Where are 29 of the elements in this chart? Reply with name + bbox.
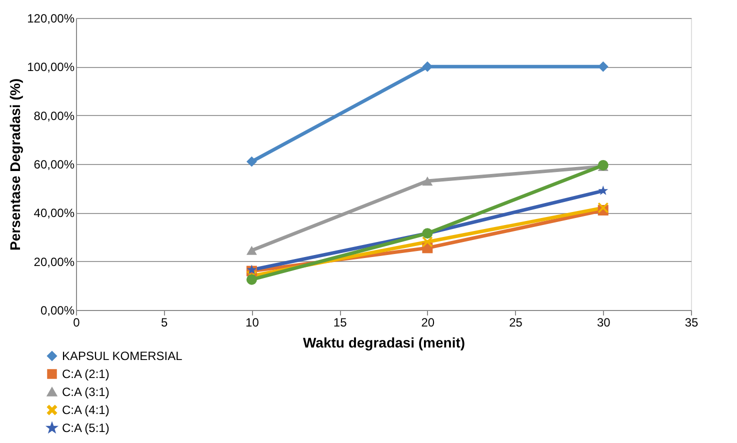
legend-label: C:A (2:1) <box>62 367 110 381</box>
point <box>246 156 257 167</box>
point <box>598 186 608 196</box>
x-tick-label: 20 <box>421 316 435 330</box>
y-axis-title: Persentase Degradasi (%) <box>7 78 24 250</box>
x-tick-label: 30 <box>596 316 611 330</box>
y-tick-label: 0,00% <box>40 304 75 318</box>
legend-label: KAPSUL KOMERSIAL <box>62 349 183 363</box>
y-tick-label: 60,00% <box>34 158 75 172</box>
legend-label: C:A (5:1) <box>62 421 110 435</box>
y-tick-label: 40,00% <box>34 206 75 220</box>
point <box>422 236 433 248</box>
point <box>422 176 433 186</box>
legend-label: C:A (4:1) <box>62 403 110 417</box>
point <box>246 274 257 285</box>
y-tick-label: 120,00% <box>27 12 75 26</box>
y-tick-label: 80,00% <box>34 108 75 123</box>
y-tick-label: 20,00% <box>34 254 75 269</box>
x-tick-label: 25 <box>509 316 523 330</box>
y-tick-label: 100,00% <box>27 60 75 74</box>
point <box>246 246 257 255</box>
x-tick-label: 10 <box>246 316 260 330</box>
x-axis-title: Waktu degradasi (menit) <box>302 334 466 350</box>
x-tick-label: 5 <box>161 316 168 330</box>
legend-label: C:A (3:1) <box>62 385 110 399</box>
point <box>422 61 433 72</box>
x-tick-label: 0 <box>73 316 80 330</box>
x-tick-label: 35 <box>684 316 698 330</box>
x-tick-label: 15 <box>333 316 348 330</box>
